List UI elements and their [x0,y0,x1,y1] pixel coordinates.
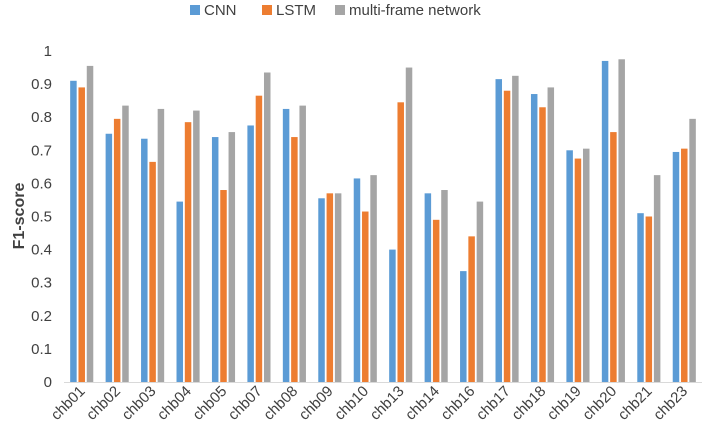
y-tick-label: 0.8 [31,109,52,126]
bar-cnn-chb08 [282,108,290,383]
x-tick-label-chb18: chb18 [508,383,549,424]
bar-multi-frame-network-chb18 [547,87,555,382]
bar-lstm-chb23 [681,148,688,382]
x-tick-label-chb03: chb03 [119,383,160,424]
bar-multi-frame-network-chb09 [334,193,342,382]
bar-lstm-chb10 [362,211,369,382]
x-tick-label-chb04: chb04 [154,383,195,424]
bar-cnn-chb02 [105,133,113,382]
legend-swatch-lstm [262,5,272,15]
legend-swatch-multi-frame-network [335,5,345,15]
bar-cnn-chb19 [566,150,573,382]
bar-multi-frame-network-chb07 [263,72,271,382]
bar-lstm-chb16 [468,236,475,382]
bar-cnn-chb14 [424,193,432,382]
bar-cnn-chb23 [672,151,680,382]
bar-multi-frame-network-chb21 [653,175,661,383]
y-axis-label: F1-score [11,183,28,250]
bar-multi-frame-network-chb14 [441,190,448,382]
x-tick-label-chb23: chb23 [650,383,691,424]
bar-lstm-chb02 [113,118,121,382]
bar-cnn-chb03 [141,138,148,382]
bar-cnn-chb09 [318,198,325,382]
x-tick-label-chb17: chb17 [473,383,514,424]
y-tick-label: 0.5 [31,209,52,226]
bar-multi-frame-network-chb20 [618,59,625,382]
legend-swatch-cnn [190,5,200,15]
bar-multi-frame-network-chb13 [405,67,413,383]
bar-cnn-chb18 [530,94,538,382]
bar-cnn-chb20 [601,60,609,383]
bar-multi-frame-network-chb17 [512,75,519,382]
bar-cnn-chb01 [70,80,77,382]
bar-cnn-chb13 [389,249,396,382]
y-tick-label: 1 [44,43,52,60]
bar-multi-frame-network-chb16 [476,201,484,382]
legend: CNN LSTM multi-frame network [190,2,481,19]
bar-lstm-chb07 [255,95,263,382]
bar-lstm-chb04 [184,122,192,382]
bar-cnn-chb04 [176,201,184,382]
x-tick-label-chb01: chb01 [48,383,89,424]
bar-lstm-chb14 [432,219,440,382]
y-tick-label: 0.1 [31,341,52,358]
bar-cnn-chb21 [637,213,644,382]
bar-cnn-chb10 [353,178,361,382]
bar-multi-frame-network-chb03 [157,108,165,383]
legend-label: multi-frame network [349,2,481,19]
bar-lstm-chb20 [610,132,617,382]
y-tick-label: 0.2 [31,308,52,325]
bar-lstm-chb18 [539,107,546,383]
bar-lstm-chb01 [78,87,85,382]
x-tick-label-chb19: chb19 [544,383,585,424]
x-tick-label-chb16: chb16 [438,383,479,424]
x-tick-label-chb21: chb21 [615,383,656,424]
bar-lstm-chb13 [397,102,404,382]
x-tick-label-chb05: chb05 [189,383,230,424]
bar-cnn-chb17 [495,79,503,382]
bar-multi-frame-network-chb23 [689,118,696,382]
bar-lstm-chb21 [645,216,653,382]
bar-multi-frame-network-chb19 [582,148,590,382]
y-tick-label: 0.7 [31,142,52,159]
bar-cnn-chb07 [247,125,254,382]
legend-label: LSTM [276,2,316,19]
x-tick-label-chb09: chb09 [296,383,337,424]
bar-lstm-chb08 [291,137,298,382]
y-axis-ticks: 0 0.1 0.2 0.3 0.4 0.5 0.6 0.7 0.8 0.9 1 [31,43,52,391]
bar-multi-frame-network-chb02 [122,105,129,383]
y-tick-label: 0.4 [31,242,52,259]
bar-multi-frame-network-chb01 [86,65,94,383]
bar-cnn-chb05 [211,137,219,382]
bar-lstm-chb03 [149,161,156,382]
x-tick-label-chb10: chb10 [331,383,372,424]
x-tick-label-chb20: chb20 [579,383,620,424]
y-tick-label: 0.6 [31,175,52,192]
bar-cnn-chb16 [460,271,467,382]
x-tick-label-chb02: chb02 [83,383,124,424]
bar-lstm-chb17 [503,90,511,382]
legend-label: CNN [204,2,237,19]
bar-multi-frame-network-chb05 [228,132,236,382]
x-tick-label-chb07: chb07 [225,383,266,424]
x-tick-label-chb13: chb13 [367,383,408,424]
bar-multi-frame-network-chb04 [193,110,200,382]
bar-multi-frame-network-chb10 [370,175,377,383]
y-tick-label: 0.3 [31,275,52,292]
bars [70,59,696,383]
x-tick-label-chb14: chb14 [402,383,443,424]
bar-lstm-chb09 [326,193,334,382]
y-tick-label: 0 [44,374,52,391]
x-axis-ticks: chb01chb02chb03chb04chb05chb07chb08chb09… [48,383,691,424]
y-tick-label: 0.9 [31,76,52,93]
bar-lstm-chb19 [574,158,582,382]
bar-lstm-chb05 [220,190,227,382]
bar-multi-frame-network-chb08 [299,105,306,383]
x-tick-label-chb08: chb08 [260,383,301,424]
